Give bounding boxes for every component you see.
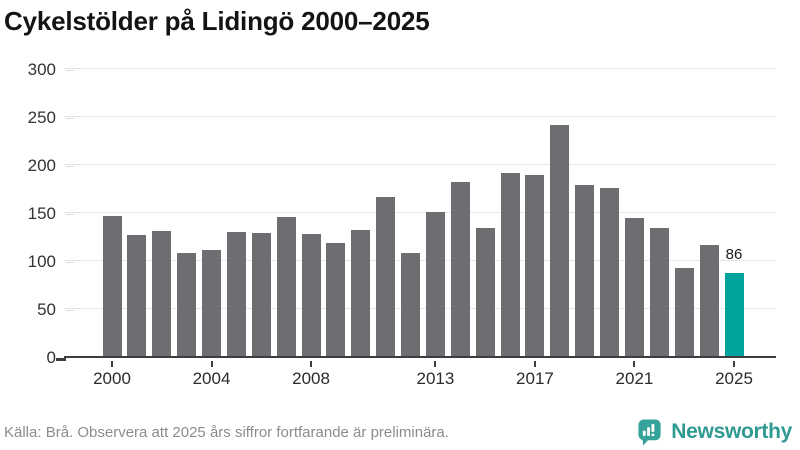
x-axis-tick-2025 (733, 360, 735, 367)
x-axis-tick-2017 (533, 360, 536, 367)
bar-2016 (500, 172, 520, 356)
bar-2013 (425, 212, 445, 356)
bar-2014 (450, 182, 470, 356)
x-axis-tick-2013 (434, 360, 437, 367)
bar-2020 (600, 188, 620, 356)
gridline-200 (64, 164, 776, 165)
y-axis-tick-0 (56, 358, 66, 361)
bar-2022 (649, 228, 669, 356)
x-axis-label-2000: 2000 (93, 369, 131, 388)
x-axis-label-2008: 2008 (292, 369, 330, 388)
bar-2011 (376, 196, 396, 356)
x-axis-tick-2000 (111, 360, 113, 367)
gridline-300 (64, 68, 776, 69)
x-axis-label-2017: 2017 (516, 369, 554, 388)
bar-2010 (351, 230, 371, 356)
bar-2009 (326, 242, 346, 356)
bar-2001 (127, 235, 147, 356)
bar-2004 (202, 250, 222, 356)
y-axis-label-0: 0 (46, 348, 56, 367)
chart-title: Cykelstölder på Lidingö 2000–2025 (4, 6, 430, 36)
plot-area: 86 (64, 68, 776, 358)
bar-2017 (525, 174, 545, 356)
newsworthy-logo-text: Newsworthy (671, 420, 792, 443)
x-axis-label-2013: 2013 (416, 369, 455, 388)
bar-2018 (550, 124, 570, 356)
source-note: Källa: Brå. Observera att 2025 års siffr… (4, 423, 449, 441)
bar-2024 (699, 244, 719, 356)
bar-2005 (226, 232, 246, 356)
y-axis-label-250: 250 (27, 108, 56, 127)
footer: Källa: Brå. Observera att 2025 års siffr… (0, 414, 800, 450)
bar-2002 (152, 231, 172, 356)
y-axis-tick-100 (66, 262, 74, 263)
newsworthy-barchart-pin-icon (637, 418, 664, 446)
gridline-250 (64, 116, 776, 117)
x-axis-tick-2004 (210, 360, 213, 367)
y-axis-label-200: 200 (27, 156, 56, 175)
y-axis-label-100: 100 (27, 252, 56, 271)
bar-2023 (674, 267, 694, 356)
bar-2000 (102, 215, 122, 356)
bar-2015 (475, 228, 495, 356)
x-axis-label-2004: 2004 (192, 369, 231, 388)
bar-2025 (724, 273, 744, 356)
bar-chart: 86 0 50 100 150 200 250 300 2000 2004 2008 2013 201… (27, 60, 776, 388)
y-axis-tick-200 (66, 166, 74, 167)
bar-2007 (276, 216, 296, 356)
bar-2006 (251, 233, 271, 356)
y-axis-tick-50 (66, 310, 74, 311)
y-axis-label-150: 150 (27, 204, 56, 223)
y-axis-tick-300 (66, 70, 74, 71)
x-axis-tick-2008 (310, 360, 313, 367)
bar-2012 (401, 253, 421, 356)
value-label-2025: 86 (725, 246, 743, 264)
y-axis-tick-250 (66, 118, 74, 119)
newsworthy-logo[interactable]: Newsworthy (637, 418, 792, 446)
x-axis-tick-2021 (633, 360, 636, 367)
y-axis-label-50: 50 (37, 300, 56, 319)
y-axis-tick-150 (66, 214, 74, 215)
x-axis-label-2025: 2025 (715, 369, 753, 388)
gridline-150 (64, 212, 776, 213)
bar-2019 (575, 185, 595, 356)
bar-2003 (177, 253, 197, 356)
bar-2021 (624, 217, 644, 356)
x-axis-label-2021: 2021 (615, 369, 654, 388)
y-axis-label-300: 300 (27, 60, 56, 79)
bar-2008 (301, 234, 321, 356)
